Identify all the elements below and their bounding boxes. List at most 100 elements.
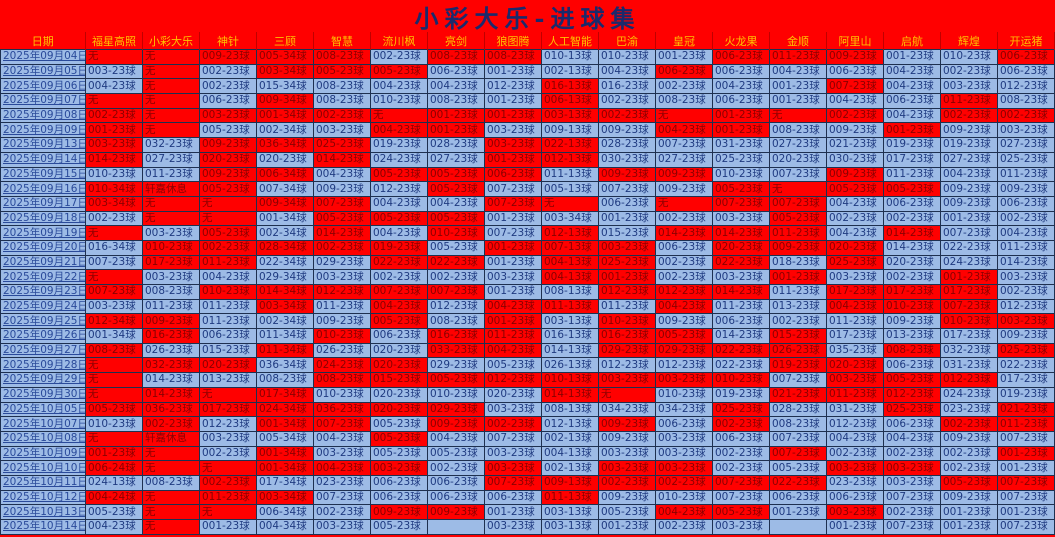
result-cell-miss[interactable]: 无 <box>370 107 428 124</box>
result-cell-hit[interactable]: 008-23球 <box>427 93 485 109</box>
result-cell-hit[interactable]: 018-23球 <box>769 254 827 271</box>
result-cell-hit[interactable]: 001-23球 <box>484 504 542 520</box>
result-cell-miss[interactable]: 002-23球 <box>940 416 998 432</box>
result-cell-hit[interactable]: 004-23球 <box>883 430 941 447</box>
result-cell-miss[interactable]: 003-23球 <box>598 460 656 476</box>
result-cell-hit[interactable]: 012-23球 <box>370 181 428 197</box>
result-cell-miss[interactable]: 017-23球 <box>883 284 941 300</box>
result-cell-miss[interactable]: 016-23球 <box>427 328 485 344</box>
result-cell-hit[interactable]: 027-23球 <box>655 151 713 168</box>
result-cell-hit[interactable]: 012-13球 <box>541 416 599 432</box>
result-cell-hit[interactable]: 008-23球 <box>142 474 200 491</box>
result-cell-miss[interactable]: 无 <box>769 107 827 124</box>
result-cell-hit[interactable]: 015-23球 <box>199 342 257 359</box>
result-cell-hit[interactable]: 029-34球 <box>256 269 314 285</box>
result-cell-hit[interactable]: 006-23球 <box>199 328 257 344</box>
result-cell-hit[interactable]: 007-23球 <box>655 137 713 153</box>
date-cell[interactable]: 2025年09月09日 <box>0 122 86 139</box>
date-cell[interactable]: 2025年10月12日 <box>0 489 86 506</box>
result-cell-hit[interactable]: 003-23球 <box>484 269 542 285</box>
result-cell-miss[interactable]: 004-23球 <box>484 342 542 359</box>
result-cell-miss[interactable]: 020-23球 <box>712 239 770 256</box>
result-cell-miss[interactable]: 009-23球 <box>826 49 884 65</box>
result-cell-miss[interactable]: 012-23球 <box>883 386 941 403</box>
result-cell-miss[interactable]: 004-24球 <box>85 489 143 506</box>
result-cell-hit[interactable]: 004-23球 <box>826 430 884 447</box>
result-cell-hit[interactable]: 005-23球 <box>598 504 656 520</box>
result-cell-hit[interactable]: 002-23球 <box>655 519 713 535</box>
result-cell-hit[interactable]: 006-23球 <box>712 313 770 330</box>
result-cell-hit[interactable]: 006-23球 <box>427 474 485 491</box>
column-header-predictor[interactable]: 火龙果 <box>712 32 770 50</box>
result-cell-hit[interactable]: 002-23球 <box>655 269 713 285</box>
result-cell-miss[interactable]: 025-23球 <box>883 401 941 418</box>
result-cell-miss[interactable]: 001-23球 <box>883 122 941 139</box>
result-cell-miss[interactable]: 014-23球 <box>313 151 371 168</box>
result-cell-hit[interactable]: 002-23球 <box>883 504 941 520</box>
result-cell-hit[interactable]: 002-23球 <box>940 445 998 462</box>
result-cell-hit[interactable]: 009-23球 <box>940 430 998 447</box>
result-cell-miss[interactable]: 003-23球 <box>484 460 542 476</box>
result-cell-miss[interactable]: 032-23球 <box>142 357 200 374</box>
result-cell-miss[interactable]: 003-23球 <box>370 460 428 476</box>
result-cell-hit[interactable]: 008-23球 <box>427 313 485 330</box>
result-cell-hit[interactable]: 002-23球 <box>427 460 485 476</box>
result-cell-miss[interactable]: 无 <box>142 460 200 476</box>
result-cell-miss[interactable]: 009-23球 <box>769 239 827 256</box>
result-cell-miss[interactable]: 029-23球 <box>427 401 485 418</box>
result-cell-miss[interactable]: 002-23球 <box>712 416 770 432</box>
result-cell-miss[interactable]: 003-34球 <box>256 63 314 80</box>
result-cell-miss[interactable]: 无 <box>142 210 200 227</box>
result-cell-hit[interactable]: 001-23球 <box>769 504 827 520</box>
result-cell-miss[interactable]: 003-23球 <box>655 372 713 388</box>
result-cell-miss[interactable]: 005-34球 <box>256 49 314 65</box>
result-cell-miss[interactable]: 无 <box>142 93 200 109</box>
result-cell-hit[interactable]: 027-23球 <box>427 151 485 168</box>
result-cell-miss[interactable]: 轩嘉休息 <box>142 430 200 447</box>
result-cell-hit[interactable]: 008-13球 <box>541 401 599 418</box>
result-cell-hit[interactable]: 010-23球 <box>712 166 770 183</box>
result-cell-miss[interactable]: 003-23球 <box>484 137 542 153</box>
result-cell-miss[interactable]: 004-23球 <box>370 122 428 139</box>
result-cell-miss[interactable]: 005-23球 <box>427 210 485 227</box>
result-cell-hit[interactable] <box>769 519 827 535</box>
result-cell-miss[interactable]: 007-23球 <box>484 474 542 491</box>
result-cell-miss[interactable]: 010-23球 <box>427 225 485 241</box>
result-cell-hit[interactable]: 006-23球 <box>427 63 485 80</box>
date-cell[interactable]: 2025年09月15日 <box>0 166 86 183</box>
date-cell[interactable]: 2025年09月06日 <box>0 78 86 95</box>
result-cell-hit[interactable]: 012-23球 <box>199 416 257 432</box>
date-cell[interactable]: 2025年10月05日 <box>0 401 86 418</box>
result-cell-miss[interactable]: 001-23球 <box>484 313 542 330</box>
result-cell-miss[interactable]: 021-23球 <box>769 386 827 403</box>
result-cell-hit[interactable]: 010-23球 <box>598 49 656 65</box>
result-cell-miss[interactable]: 006-23球 <box>655 63 713 80</box>
date-cell[interactable]: 2025年09月13日 <box>0 137 86 153</box>
result-cell-hit[interactable]: 030-23球 <box>826 151 884 168</box>
result-cell-hit[interactable]: 004-23球 <box>427 195 485 212</box>
result-cell-miss[interactable]: 009-23球 <box>427 504 485 520</box>
result-cell-hit[interactable]: 004-23球 <box>85 519 143 535</box>
result-cell-miss[interactable]: 017-23球 <box>142 254 200 271</box>
result-cell-hit[interactable]: 007-23球 <box>85 254 143 271</box>
result-cell-hit[interactable]: 006-23球 <box>199 93 257 109</box>
result-cell-hit[interactable]: 004-23球 <box>427 430 485 447</box>
result-cell-miss[interactable]: 024-23球 <box>313 357 371 374</box>
date-cell[interactable]: 2025年09月19日 <box>0 225 86 241</box>
result-cell-hit[interactable]: 014-23球 <box>997 254 1055 271</box>
result-cell-hit[interactable]: 012-23球 <box>484 78 542 95</box>
result-cell-miss[interactable]: 010-23球 <box>313 328 371 344</box>
result-cell-miss[interactable]: 007-23球 <box>370 284 428 300</box>
result-cell-hit[interactable]: 008-23球 <box>313 93 371 109</box>
result-cell-hit[interactable]: 029-23球 <box>313 254 371 271</box>
result-cell-miss[interactable]: 007-23球 <box>940 298 998 315</box>
result-cell-miss[interactable]: 001-23球 <box>85 445 143 462</box>
result-cell-hit[interactable]: 008-13球 <box>541 284 599 300</box>
result-cell-hit[interactable]: 001-23球 <box>484 210 542 227</box>
result-cell-miss[interactable]: 010-23球 <box>199 284 257 300</box>
result-cell-hit[interactable]: 006-23球 <box>712 430 770 447</box>
result-cell-miss[interactable]: 009-23球 <box>199 49 257 65</box>
result-cell-hit[interactable]: 034-23球 <box>598 401 656 418</box>
result-cell-miss[interactable]: 004-23球 <box>655 298 713 315</box>
result-cell-hit[interactable]: 005-23球 <box>484 357 542 374</box>
